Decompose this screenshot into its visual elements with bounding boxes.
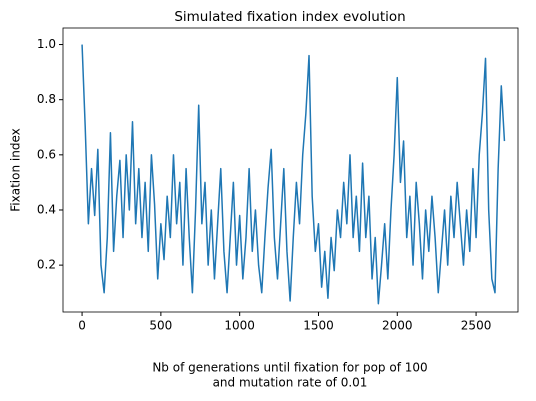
- y-tick-label: 1.0: [37, 37, 56, 51]
- plot-frame: [62, 27, 519, 313]
- y-tick-label: 0.8: [37, 92, 56, 106]
- y-axis-label: Fixation index: [9, 128, 23, 211]
- chart-title: Simulated fixation index evolution: [174, 9, 405, 25]
- x-axis-label: Nb of generations until fixation for pop…: [152, 361, 427, 375]
- x-axis-label: and mutation rate of 0.01: [213, 376, 368, 390]
- x-tick-label: 2000: [382, 319, 413, 333]
- x-tick-label: 1500: [303, 319, 334, 333]
- y-tick-label: 0.2: [37, 258, 56, 272]
- y-tick-label: 0.6: [37, 147, 56, 161]
- x-tick-label: 0: [78, 319, 86, 333]
- x-tick-label: 2500: [461, 319, 492, 333]
- x-tick-label: 500: [149, 319, 172, 333]
- x-tick-label: 1000: [224, 319, 255, 333]
- data-line: [81, 44, 506, 305]
- y-tick-label: 0.4: [37, 202, 56, 216]
